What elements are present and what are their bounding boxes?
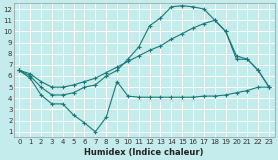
X-axis label: Humidex (Indice chaleur): Humidex (Indice chaleur) (85, 148, 204, 156)
